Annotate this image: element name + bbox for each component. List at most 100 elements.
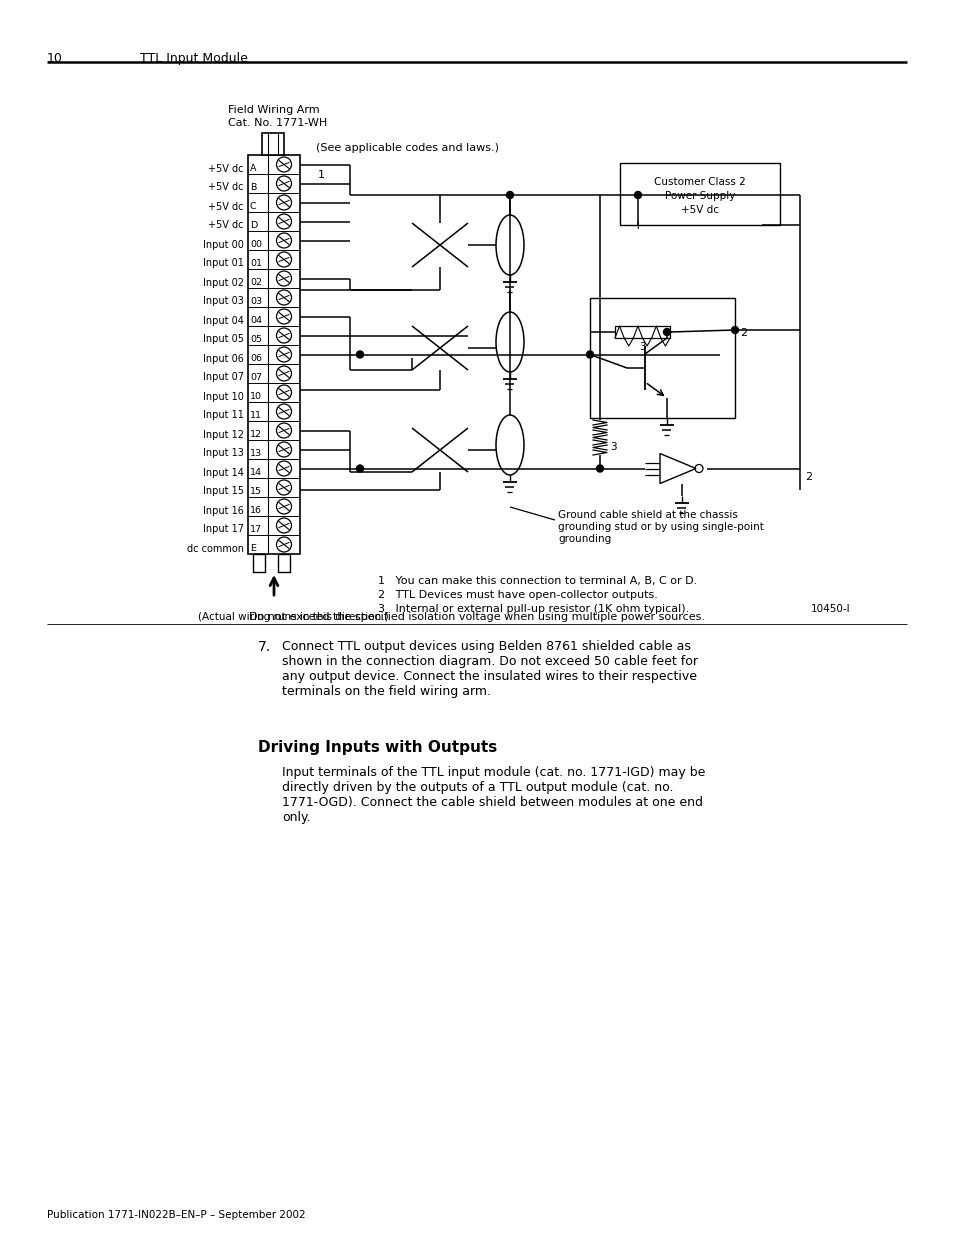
Text: 2: 2 [740,329,746,338]
Text: Input 01: Input 01 [203,258,244,268]
Text: Field Wiring Arm: Field Wiring Arm [228,105,319,115]
Circle shape [731,326,738,333]
Text: Input 13: Input 13 [203,448,244,458]
Text: Input 00: Input 00 [203,240,244,249]
Text: 3: 3 [609,441,616,452]
Text: 7.: 7. [257,640,271,655]
Text: +5V dc: +5V dc [209,221,244,231]
Circle shape [276,214,292,228]
Text: Input 10: Input 10 [203,391,244,401]
Text: 01: 01 [250,259,262,268]
Text: 10: 10 [47,52,63,65]
Bar [253,555,265,572]
Text: E: E [250,543,255,553]
Text: 07: 07 [250,373,262,382]
Circle shape [356,466,363,472]
Circle shape [356,351,363,358]
Circle shape [276,177,292,191]
Text: 06: 06 [250,354,262,363]
Text: +5V dc: +5V dc [680,205,719,215]
Text: Input 11: Input 11 [203,410,244,420]
Text: Input 02: Input 02 [203,278,244,288]
Text: (See applicable codes and laws.): (See applicable codes and laws.) [315,143,498,153]
Circle shape [276,404,292,419]
Text: 17: 17 [250,525,262,534]
Circle shape [276,385,292,400]
Text: 10: 10 [250,391,262,401]
Circle shape [276,157,292,172]
Circle shape [276,329,292,343]
Text: +5V dc: +5V dc [209,183,244,193]
Text: Customer Class 2: Customer Class 2 [654,177,745,186]
Text: TTL Input Module: TTL Input Module [140,52,248,65]
Text: 2: 2 [804,473,811,483]
Text: 02: 02 [250,278,262,287]
Text: Input 17: Input 17 [203,525,244,535]
Text: Driving Inputs with Outputs: Driving Inputs with Outputs [257,740,497,755]
Circle shape [276,461,292,475]
Circle shape [276,424,292,438]
Circle shape [662,329,670,336]
Text: A: A [250,164,256,173]
Text: Input 07: Input 07 [203,373,244,383]
Text: (Actual wiring runs in this direction.): (Actual wiring runs in this direction.) [198,613,388,622]
Circle shape [596,466,603,472]
Text: Input 05: Input 05 [203,335,244,345]
Text: Connect TTL output devices using Belden 8761 shielded cable as
shown in the conn: Connect TTL output devices using Belden … [282,640,698,698]
Circle shape [276,499,292,514]
Text: +5V dc: +5V dc [209,163,244,173]
Text: Cat. No. 1771-WH: Cat. No. 1771-WH [228,119,327,128]
Text: D: D [250,221,257,230]
Text: Input 12: Input 12 [203,430,244,440]
Text: Do not exceed the specified isolation voltage when using multiple power sources.: Do not exceed the specified isolation vo… [249,613,704,622]
Circle shape [276,366,292,382]
Bar [619,163,780,225]
Bar [248,156,299,555]
Text: 1   You can make this connection to terminal A, B, C or D.: 1 You can make this connection to termin… [377,576,697,585]
Text: 2   TTL Devices must have open-collector outputs.: 2 TTL Devices must have open-collector o… [377,590,658,600]
Text: 03: 03 [250,296,262,306]
Bar [615,326,669,338]
Text: C: C [250,203,256,211]
Text: grounding: grounding [558,534,611,543]
Bar [277,555,290,572]
Text: +5V dc: +5V dc [209,201,244,211]
Text: 13: 13 [250,450,262,458]
Text: +: + [632,219,642,232]
Circle shape [276,480,292,495]
Circle shape [276,252,292,267]
Text: Input terminals of the TTL input module (cat. no. 1771-IGD) may be
directly driv: Input terminals of the TTL input module … [282,766,704,824]
Circle shape [276,309,292,324]
Text: Input 16: Input 16 [203,505,244,515]
Text: Power Supply: Power Supply [664,191,735,201]
Bar [262,133,284,156]
Circle shape [276,290,292,305]
Circle shape [506,191,513,199]
Text: –: – [758,219,764,232]
Text: 1: 1 [317,170,325,180]
Text: 10450-I: 10450-I [809,604,849,614]
Circle shape [276,442,292,457]
Text: 00: 00 [250,240,262,249]
Text: 11: 11 [250,411,262,420]
Circle shape [276,517,292,534]
Circle shape [276,233,292,248]
Text: 12: 12 [250,430,262,438]
Text: Input 03: Input 03 [203,296,244,306]
Text: B: B [250,183,256,191]
Text: Publication 1771-IN022B–EN–P – September 2002: Publication 1771-IN022B–EN–P – September… [47,1210,305,1220]
Circle shape [276,537,292,552]
Text: Ground cable shield at the chassis: Ground cable shield at the chassis [558,510,737,520]
Circle shape [586,351,593,358]
Circle shape [276,347,292,362]
Text: grounding stud or by using single-point: grounding stud or by using single-point [558,522,763,532]
Text: 15: 15 [250,487,262,496]
Text: 3: 3 [639,342,645,352]
Text: Input 15: Input 15 [203,487,244,496]
Bar [589,298,734,417]
Text: dc common: dc common [187,543,244,553]
Text: 14: 14 [250,468,262,477]
Text: 16: 16 [250,506,262,515]
Circle shape [276,195,292,210]
Circle shape [634,191,640,199]
